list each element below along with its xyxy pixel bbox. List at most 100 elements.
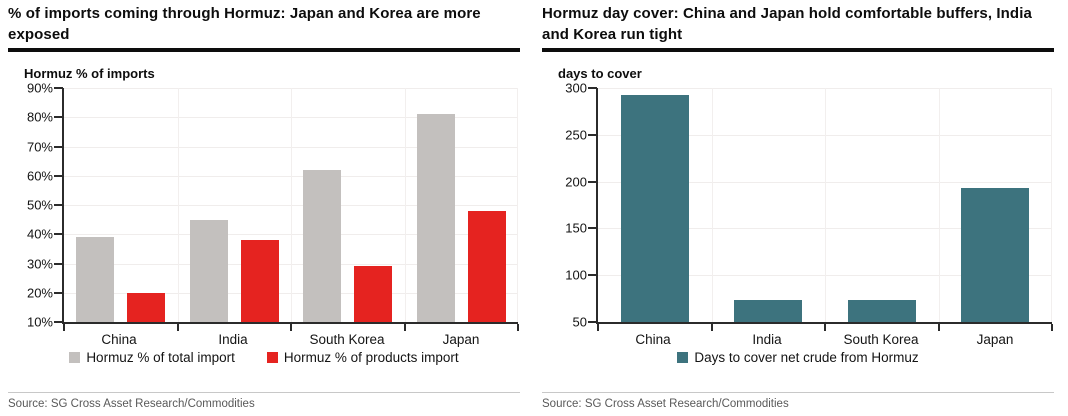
category-label: South Korea [843,332,919,347]
x-axis-labels: China India South Korea Japan [596,324,1052,347]
gridline-vertical [1051,88,1052,322]
y-axis-tick [588,180,597,183]
chart-area: 50 100 150 200 250 300 [565,81,1053,331]
gridline-vertical [711,88,713,322]
gridline-vertical [517,88,518,322]
bar-group-japan [939,88,1053,322]
legend-label: Days to cover net crude from Hormuz [694,350,919,365]
x-axis-tick [710,324,713,331]
x-axis-tick [176,324,179,331]
category-label: India [752,332,782,347]
category-label: China [101,332,137,347]
y-axis-tick [54,204,63,206]
bar-group-india [712,88,826,322]
y-axis-tick-label: 50% [26,197,53,213]
legend-item: Days to cover net crude from Hormuz [677,350,919,365]
source-text: Source: SG Cross Asset Research/Commodit… [8,398,255,410]
legend-swatch [677,352,689,363]
bar-china [620,94,689,322]
bar-group-japan [405,88,519,322]
legend-swatch [266,352,278,363]
source-divider [8,392,520,393]
bar-south-korea [354,266,393,322]
y-axis-tick-label: 150 [565,220,587,236]
legend-swatch [69,352,81,363]
gridline-vertical [177,88,179,322]
y-axis-tick [588,321,597,323]
y-axis-tick-label: 250 [565,127,587,143]
legend-label: Hormuz % of total import [86,350,235,365]
bar-south-korea [847,300,916,322]
chart-title: Hormuz day cover: China and Japan hold c… [542,5,1032,43]
x-axis-labels: China India South Korea Japan [62,324,518,347]
y-axis-tick [54,145,63,148]
bar-china [76,237,115,322]
y-axis-tick [54,116,63,119]
panel-hormuz-imports: % of imports coming through Hormuz: Japa… [8,5,520,410]
x-axis-tick [63,324,65,331]
gridline-vertical [404,88,406,322]
y-axis-tick [54,262,63,265]
y-axis-tick [54,174,63,177]
y-axis-tick-label: 50 [572,314,587,330]
x-axis-tick [937,324,940,331]
y-axis-tick-label: 10% [26,314,53,330]
legend: Hormuz % of total import Hormuz % of prod… [8,350,520,365]
y-axis-tick-label: 70% [26,139,53,154]
bar-india [240,240,279,322]
y-axis-tick [54,291,63,294]
y-axis-tick-label: 60% [26,168,53,184]
bar-japan [961,188,1030,322]
y-axis-tick [54,87,63,89]
x-axis-tick [403,324,406,331]
y-axis-tick [54,233,63,236]
y-axis-tick-label: 200 [565,174,587,190]
title-underline [8,48,520,52]
category-label: Japan [976,332,1014,347]
panel-day-cover: Hormuz day cover: China and Japan hold c… [534,0,1068,416]
y-axis-tick [588,274,597,277]
y-axis-title: Hormuz % of imports [24,66,155,81]
y-axis-tick-label: 30% [26,256,53,271]
x-axis-tick [517,324,519,331]
y-axis-tick [588,227,597,230]
category-label: China [635,332,671,347]
plot-area: 50 100 150 200 250 300 [565,81,1053,331]
bar-group-south-korea [291,88,405,322]
y-axis-tick [54,321,63,323]
y-axis-tick-label: 40% [26,226,53,242]
x-axis-tick [1051,324,1053,331]
gridline-vertical [291,88,292,322]
chart-title: % of imports coming through Hormuz: Japa… [8,5,481,43]
bar-japan [467,210,506,322]
x-axis-tick [597,324,599,331]
y-axis-tick [588,133,597,136]
gridline-vertical [825,88,826,322]
bar-japan [416,114,455,322]
x-axis-tick [824,324,826,331]
y-axis-tick-label: 20% [26,285,53,301]
bar-group-china [598,88,712,322]
bar-india [189,219,228,322]
bar-group-china [64,88,178,322]
y-axis-tick-label: 80% [26,109,53,125]
bar-china [127,292,166,322]
y-axis-tick-label: 300 [565,80,587,96]
y-axis-tick-label: 100 [565,267,587,283]
legend: Days to cover net crude from Hormuz [542,350,1054,365]
legend-item: Hormuz % of total import [69,350,235,365]
x-axis-tick [290,324,292,331]
y-axis-title: days to cover [558,66,642,81]
title-underline [542,48,1054,52]
category-label: Japan [442,332,480,347]
gridline-vertical [938,88,940,322]
source-divider [542,392,1054,393]
chart-area: 10% 20% 30% 40% 50% 60% 70% 80% 90% [27,81,519,331]
source-text: Source: SG Cross Asset Research/Commodit… [542,398,789,410]
y-axis-tick [588,87,597,89]
category-label: India [218,332,248,347]
bar-india [734,299,803,322]
plot-area: 10% 20% 30% 40% 50% 60% 70% 80% 90% [27,81,519,331]
legend-label: Hormuz % of products import [283,350,459,365]
